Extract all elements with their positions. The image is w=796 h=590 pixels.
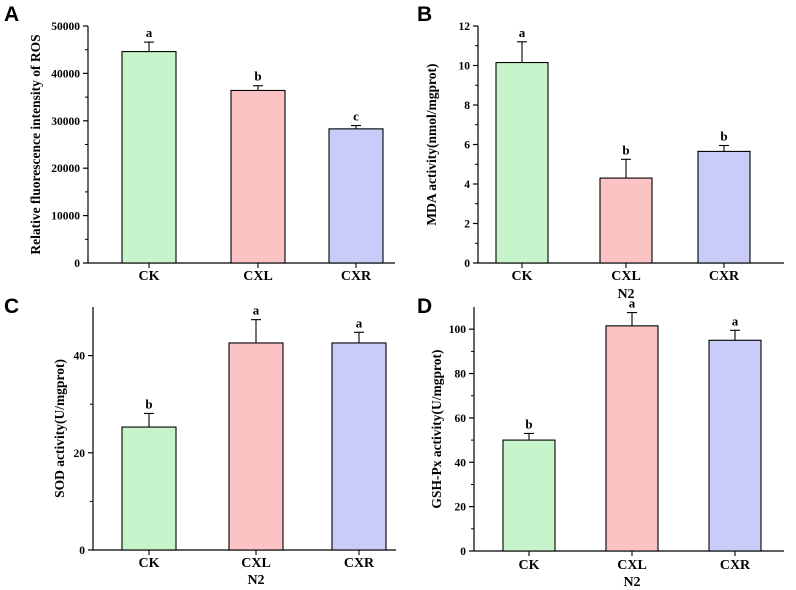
y-tick-label: 50000 [51, 21, 80, 33]
category-label: CXR [344, 556, 375, 571]
bar-cxl [228, 342, 284, 551]
y-tick-label: 0 [74, 258, 80, 270]
y-tick-label: 40000 [51, 68, 80, 80]
significance-letter: a [519, 25, 526, 40]
x-axis-label: N2 [623, 575, 640, 590]
category-label: CK [519, 558, 540, 573]
bar-cxl [599, 177, 653, 264]
bar-cxr [328, 128, 384, 264]
x-axis-label: N2 [247, 573, 264, 588]
category-label: CK [139, 556, 160, 571]
y-tick-label: 6 [464, 140, 470, 152]
y-tick-label: 80 [455, 369, 467, 381]
significance-letter: c [353, 109, 359, 124]
y-tick-label: 20000 [51, 163, 80, 175]
bar-cxr [331, 342, 387, 551]
significance-letter: b [254, 69, 261, 84]
y-tick-label: 8 [464, 100, 470, 112]
category-label: CK [139, 269, 160, 284]
y-tick-label: 12 [459, 21, 471, 33]
y-tick-label: 4 [464, 179, 470, 191]
y-tick-label: 20 [455, 502, 467, 514]
bar-cxr [697, 150, 751, 264]
y-tick-label: 60 [455, 413, 467, 425]
x-axis-label: N2 [617, 287, 634, 302]
y-tick-label: 0 [460, 546, 466, 558]
panel-letter: C [4, 295, 19, 318]
y-tick-label: 0 [464, 258, 470, 270]
y-tick-label: 20 [74, 448, 86, 460]
category-label: CK [512, 269, 533, 284]
panel-d: D 0 20 40 60 80 100 GSH-Px activity(U/mgprot) b C… [417, 295, 784, 590]
bar-ck [121, 51, 177, 264]
y-tick-label: 10000 [51, 211, 80, 223]
category-label: CXL [241, 556, 271, 571]
category-label: CXR [709, 269, 740, 284]
significance-letter: b [145, 396, 152, 411]
panel-letter: D [417, 295, 432, 318]
y-tick-label: 40 [455, 457, 467, 469]
y-tick-label: 0 [79, 545, 85, 557]
bar-cxl [230, 89, 286, 264]
significance-letter: b [622, 142, 629, 157]
y-tick-label: 2 [464, 219, 470, 231]
category-label: CXR [720, 558, 751, 573]
y-tick-label: 40 [74, 351, 86, 363]
bar-cxl [605, 325, 659, 552]
significance-letter: b [720, 128, 727, 143]
y-tick-label: 10 [459, 61, 471, 73]
significance-letter: a [146, 25, 153, 40]
category-label: CXL [617, 558, 647, 573]
panel-c: C 0 20 40 SOD activity(U/mgprot) b CK a CXL a CXR N… [4, 295, 396, 588]
y-axis-label: Relative fluorescence intensity of ROS [28, 34, 43, 254]
y-tick-label: 100 [449, 324, 467, 336]
panel-letter: A [4, 3, 19, 26]
significance-letter: a [356, 315, 363, 330]
panel-letter: B [417, 3, 432, 26]
y-axis-label: MDA activity(nmol/mgprot) [424, 63, 439, 225]
significance-letter: a [732, 313, 739, 328]
bar-ck [502, 439, 556, 552]
y-axis-label: GSH-Px activity(U/mgprot) [429, 349, 444, 508]
category-label: CXR [341, 269, 372, 284]
category-label: CXL [243, 269, 273, 284]
bar-cxr [708, 339, 762, 552]
y-axis-label: SOD activity(U/mgprot) [52, 359, 67, 498]
y-tick-label: 30000 [51, 116, 80, 128]
bar-ck [121, 426, 177, 551]
significance-letter: b [525, 416, 532, 431]
bar-ck [495, 61, 549, 264]
panel-a: A 0 10000 20000 30000 40000 50000 Relative fluo… [4, 3, 395, 284]
significance-letter: a [253, 303, 260, 318]
category-label: CXL [611, 269, 641, 284]
significance-letter: a [629, 296, 636, 311]
panel-b: B 0 2 4 6 8 10 12 MDA activity(nmol/mgprot) a CK b C… [417, 3, 784, 302]
